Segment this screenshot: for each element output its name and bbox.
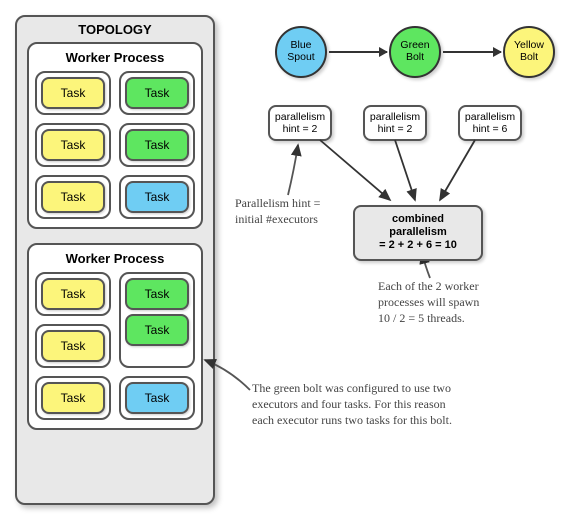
combined-line: combined bbox=[359, 213, 477, 226]
flow-node-label: Bolt bbox=[520, 52, 538, 64]
task-green: Task bbox=[125, 129, 189, 161]
flow-arrow bbox=[329, 51, 387, 53]
worker-title: Worker Process bbox=[35, 251, 195, 266]
hint-line: hint = 2 bbox=[369, 123, 421, 135]
executor: Task bbox=[35, 71, 111, 115]
executor: Task bbox=[35, 175, 111, 219]
executor: Task bbox=[119, 376, 195, 420]
executor: Task bbox=[35, 324, 111, 368]
executor: Task bbox=[35, 123, 111, 167]
task-green: Task bbox=[125, 278, 189, 310]
topology-panel: TOPOLOGY Worker Process Task Task Task T… bbox=[15, 15, 215, 505]
task-blue: Task bbox=[125, 382, 189, 414]
combined-line: = 2 + 2 + 6 = 10 bbox=[359, 239, 477, 252]
task-yellow: Task bbox=[41, 278, 105, 310]
executor: Task bbox=[119, 175, 195, 219]
task-yellow: Task bbox=[41, 181, 105, 213]
topology-title: TOPOLOGY bbox=[17, 17, 213, 40]
flow-node-green-bolt: Green Bolt bbox=[389, 26, 441, 78]
annotation-parallelism-hint: Parallelism hint = initial #executors bbox=[235, 195, 365, 227]
worker-process-2: Worker Process Task Task Task Task Task … bbox=[27, 243, 203, 430]
hint-line: parallelism bbox=[274, 111, 326, 123]
worker-process-1: Worker Process Task Task Task Task Task … bbox=[27, 42, 203, 229]
flow-node-label: Spout bbox=[287, 52, 314, 64]
flow-node-label: Bolt bbox=[406, 52, 424, 64]
executor: Task bbox=[35, 376, 111, 420]
annotation-worker-spawn: Each of the 2 worker processes will spaw… bbox=[378, 278, 558, 327]
task-yellow: Task bbox=[41, 129, 105, 161]
flow-node-yellow-bolt: Yellow Bolt bbox=[503, 26, 555, 78]
task-yellow: Task bbox=[41, 77, 105, 109]
task-yellow: Task bbox=[41, 382, 105, 414]
task-blue: Task bbox=[125, 181, 189, 213]
hint-line: parallelism bbox=[369, 111, 421, 123]
hint-line: parallelism bbox=[464, 111, 516, 123]
executor-double-green: Task Task bbox=[119, 272, 195, 368]
task-yellow: Task bbox=[41, 330, 105, 362]
parallelism-hint-box-2: parallelism hint = 2 bbox=[363, 105, 427, 141]
parallelism-hint-box-3: parallelism hint = 6 bbox=[458, 105, 522, 141]
flow-node-blue-spout: Blue Spout bbox=[275, 26, 327, 78]
executor: Task bbox=[119, 123, 195, 167]
hint-line: hint = 2 bbox=[274, 123, 326, 135]
flow-arrow bbox=[443, 51, 501, 53]
hint-line: hint = 6 bbox=[464, 123, 516, 135]
task-green: Task bbox=[125, 314, 189, 346]
task-grid: Task Task Task Task Task Task bbox=[35, 71, 195, 219]
executor: Task bbox=[35, 272, 111, 316]
parallelism-hint-box-1: parallelism hint = 2 bbox=[268, 105, 332, 141]
annotation-green-bolt: The green bolt was configured to use two… bbox=[252, 380, 552, 429]
flow-diagram: Blue Spout Green Bolt Yellow Bolt bbox=[275, 22, 555, 82]
task-grid: Task Task Task Task Task Task bbox=[35, 272, 195, 420]
combined-line: parallelism bbox=[359, 226, 477, 239]
worker-title: Worker Process bbox=[35, 50, 195, 65]
combined-parallelism-box: combined parallelism = 2 + 2 + 6 = 10 bbox=[353, 205, 483, 261]
executor: Task bbox=[119, 71, 195, 115]
task-green: Task bbox=[125, 77, 189, 109]
